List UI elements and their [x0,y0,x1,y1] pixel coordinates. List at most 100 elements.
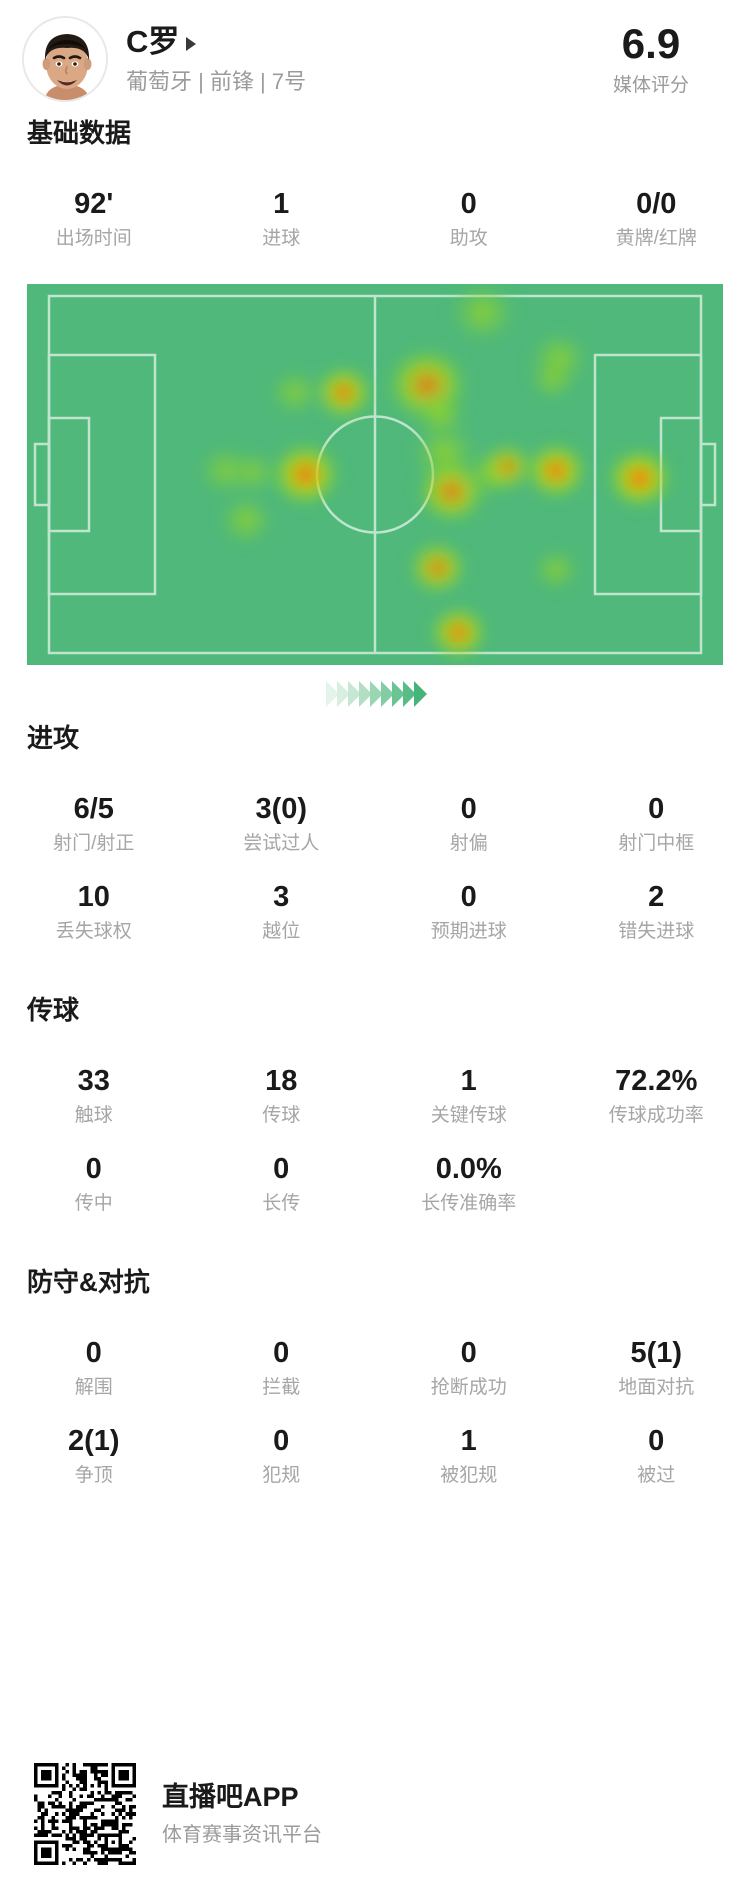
stat-label: 传中 [74,1193,113,1214]
player-position-heatmap[interactable] [27,284,723,665]
attack-direction-arrows [0,665,750,723]
stat-value: 2(1) [67,1425,120,1457]
stat-cell-long-ball-accuracy: 0.0% 长传准确率 [375,1139,563,1227]
stat-label: 传球成功率 [608,1105,704,1126]
stat-row: 2(1) 争顶 0 犯规 1 被犯规 0 被过 [0,1411,750,1499]
stat-value: 0 [460,1337,477,1369]
stat-cell-cards: 0/0 黄牌/红牌 [563,174,750,262]
stat-label: 出场时间 [55,228,132,249]
stat-value: 3(0) [255,793,308,825]
stat-cell-touches: 33 触球 [0,1051,188,1139]
stat-value: 1 [460,1065,477,1097]
stat-cell-minutes: 92' 出场时间 [0,174,188,262]
stat-value: 0 [85,1337,102,1369]
stat-cell-aerial-duels: 2(1) 争顶 [0,1411,188,1499]
stat-cell-shots-off-target: 0 射偏 [375,779,563,867]
player-avatar-icon [24,18,106,100]
chevron-right-icon [413,681,427,707]
stat-value: 0.0% [435,1153,502,1185]
stat-label: 射门/射正 [53,833,135,854]
stat-value: 3 [273,881,290,913]
stat-label: 解围 [74,1377,113,1398]
stat-label: 争顶 [74,1465,113,1486]
section-title-defense: 防守&对抗 [27,1267,150,1297]
stat-value: 0/0 [636,188,677,220]
stat-row: 92' 出场时间 1 进球 0 助攻 0/0 黄牌/红牌 [0,174,750,262]
pitch-lines [27,284,723,665]
chevron-right-icon [347,681,361,707]
stat-cell-empty [563,1139,750,1227]
stat-cell-pass-accuracy: 72.2% 传球成功率 [563,1051,750,1139]
stat-cell-assists: 0 助攻 [375,174,563,262]
stat-cell-tackles-won: 0 抢断成功 [375,1323,563,1411]
qr-code-icon[interactable] [34,1763,136,1865]
rating-value: 6.9 [621,20,681,67]
stat-value: 6/5 [73,793,114,825]
stat-cell-fouls: 0 犯规 [188,1411,376,1499]
heatmap-blobs [195,284,677,663]
footer-texts: 直播吧APP 体育赛事资讯平台 [162,1781,322,1847]
stat-label: 射偏 [449,833,488,854]
stat-cell-dribbled-past: 0 被过 [563,1411,750,1499]
stat-cell-possession-lost: 10 丢失球权 [0,867,188,955]
stat-value: 72.2% [615,1065,698,1097]
stat-value: 10 [77,881,110,913]
stat-cell-passes: 18 传球 [188,1051,376,1139]
stat-value: 0 [648,1425,665,1457]
stat-label: 尝试过人 [243,833,320,854]
stat-value: 2 [648,881,665,913]
chevron-right-icon [369,681,383,707]
chevron-right-icon [391,681,405,707]
stat-value: 0 [460,793,477,825]
stat-cell-long-balls: 0 长传 [188,1139,376,1227]
stat-cell-key-passes: 1 关键传球 [375,1051,563,1139]
stat-label: 越位 [262,921,301,942]
stat-value: 0 [460,881,477,913]
stat-cell-expected-goals: 0 预期进球 [375,867,563,955]
page-title[interactable]: C罗 [126,23,180,59]
stat-value: 0 [273,1153,290,1185]
stat-label: 被犯规 [440,1465,498,1486]
stat-label: 长传 [262,1193,301,1214]
chevron-right-icon [325,681,339,707]
avatar[interactable] [22,16,108,102]
stat-value: 1 [460,1425,477,1457]
player-meta: 葡萄牙 | 前锋 | 7号 [126,68,307,94]
stat-label: 关键传球 [430,1105,507,1126]
stat-cell-crosses: 0 传中 [0,1139,188,1227]
stat-value: 0 [273,1337,290,1369]
app-tagline: 体育赛事资讯平台 [162,1824,322,1846]
stat-label: 触球 [74,1105,113,1126]
stat-label: 预期进球 [430,921,507,942]
rating-label: 媒体评分 [612,75,689,96]
stat-cell-clearances: 0 解围 [0,1323,188,1411]
chevron-right-icon [336,681,350,707]
section-title-passing: 传球 [27,995,80,1025]
stat-label: 拦截 [262,1377,301,1398]
stat-value: 33 [77,1065,110,1097]
stat-label: 被过 [637,1465,676,1486]
stat-label: 丢失球权 [55,921,132,942]
stat-row: 10 丢失球权 3 越位 0 预期进球 2 错失进球 [0,867,750,955]
chevron-right-icon [358,681,372,707]
stat-cell-shots: 6/5 射门/射正 [0,779,188,867]
stat-label: 黄牌/红牌 [615,228,697,249]
stat-cell-offside: 3 越位 [188,867,376,955]
section-title-basic: 基础数据 [27,118,132,148]
stat-label: 长传准确率 [421,1193,517,1214]
chevron-right-icon [402,681,416,707]
stat-value: 18 [265,1065,298,1097]
chevron-right-icon[interactable] [186,36,197,51]
stat-value: 5(1) [630,1337,683,1369]
stat-label: 犯规 [262,1465,301,1486]
stat-cell-fouled: 1 被犯规 [375,1411,563,1499]
player-identity: C罗 葡萄牙 | 前锋 | 7号 [126,24,576,95]
stat-label: 进球 [262,228,301,249]
app-footer: 直播吧APP 体育赛事资讯平台 [0,1739,750,1889]
stat-row: 0 传中 0 长传 0.0% 长传准确率 [0,1139,750,1227]
stat-cell-dribbles: 3(0) 尝试过人 [188,779,376,867]
stat-label: 助攻 [449,228,488,249]
section-title-attack: 进攻 [27,723,80,753]
stat-row: 0 解围 0 拦截 0 抢断成功 5(1) 地面对抗 [0,1323,750,1411]
stat-cell-big-chances-missed: 2 错失进球 [563,867,750,955]
